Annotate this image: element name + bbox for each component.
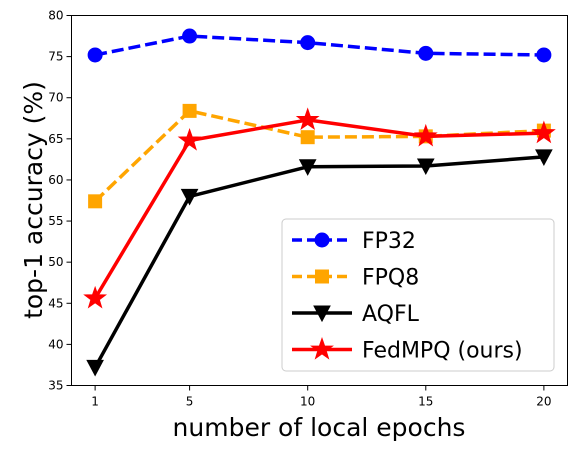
series-3 (83, 107, 556, 309)
data-point (87, 47, 103, 63)
y-tick-label: 60 (48, 173, 63, 187)
data-point (300, 35, 316, 51)
x-tick-label: 10 (300, 395, 315, 409)
y-axis-ticks: 35 40 45 50 55 60 65 70 75 80 (48, 9, 72, 393)
y-tick-label: 35 (48, 379, 63, 393)
legend-label: AQFL (362, 302, 420, 327)
data-point (413, 123, 438, 147)
y-tick-label: 40 (48, 337, 63, 351)
x-tick-label: 5 (186, 395, 194, 409)
data-point (418, 45, 434, 61)
plot-area-frame (71, 15, 568, 386)
series-0 (87, 28, 552, 63)
y-tick-label: 45 (48, 296, 63, 310)
legend-marker (313, 305, 331, 323)
data-point (300, 130, 315, 145)
data-point (180, 188, 199, 206)
y-tick-label: 70 (48, 91, 63, 105)
data-point (535, 149, 553, 166)
data-point (536, 47, 552, 63)
legend-marker (315, 269, 329, 284)
series-layer (83, 28, 556, 377)
legend-label: FP32 (362, 229, 416, 254)
legend-item: AQFL (292, 302, 420, 327)
data-point (83, 285, 108, 309)
data-point (182, 28, 198, 44)
data-point (182, 103, 197, 118)
data-point (88, 194, 103, 209)
y-tick-label: 75 (48, 50, 63, 64)
series-line (94, 34, 544, 57)
data-point (531, 120, 556, 144)
data-point (177, 127, 202, 151)
y-tick-label: 55 (48, 214, 63, 228)
legend-marker (310, 336, 334, 360)
y-axis-label: top-1 accuracy (%) (19, 81, 48, 319)
legend-item: FPQ8 (292, 266, 419, 291)
data-point (298, 159, 317, 176)
legend-marker (314, 232, 330, 248)
legend: FP32 FPQ8 AQFL FedMPQ (ours) (281, 218, 555, 372)
x-tick-label: 20 (536, 395, 551, 409)
legend-frame (281, 218, 555, 372)
y-tick-label: 80 (48, 9, 63, 23)
x-axis-ticks: 1 5 10 15 20 (91, 385, 552, 409)
data-point (416, 158, 435, 176)
x-tick-label: 1 (91, 395, 99, 409)
x-tick-label: 15 (418, 395, 433, 409)
data-point (86, 359, 104, 377)
y-tick-label: 50 (48, 255, 63, 269)
legend-item: FedMPQ (ours) (292, 336, 523, 364)
legend-item: FP32 (292, 229, 416, 254)
y-tick-label: 65 (48, 132, 63, 146)
series-2 (86, 149, 553, 377)
x-axis-label: number of local epochs (173, 413, 466, 442)
data-point (295, 107, 320, 131)
legend-label: FPQ8 (362, 266, 419, 291)
legend-label: FedMPQ (ours) (362, 339, 523, 364)
